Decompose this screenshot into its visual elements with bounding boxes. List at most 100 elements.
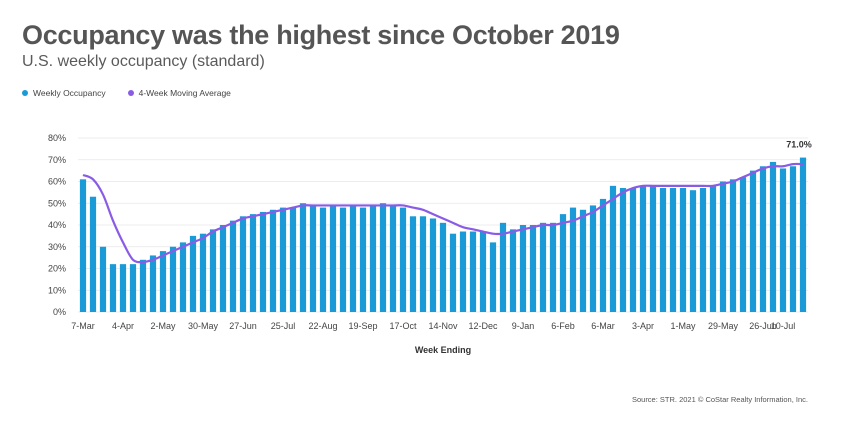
bar bbox=[369, 205, 377, 312]
y-tick-label: 80% bbox=[48, 133, 66, 143]
data-label: 71.0% bbox=[786, 140, 812, 150]
bar bbox=[429, 218, 437, 312]
bar bbox=[699, 188, 707, 312]
x-tick-label: 1-May bbox=[670, 321, 696, 331]
y-tick-label: 30% bbox=[48, 242, 66, 252]
x-tick-label: 27-Jun bbox=[229, 321, 257, 331]
x-tick-label: 26-Jun bbox=[749, 321, 777, 331]
bar bbox=[389, 205, 397, 312]
bar bbox=[189, 235, 197, 312]
bar bbox=[599, 198, 607, 312]
bar bbox=[199, 233, 207, 312]
bar bbox=[769, 161, 777, 312]
bar bbox=[279, 207, 287, 312]
bar bbox=[139, 259, 147, 312]
bar bbox=[579, 209, 587, 312]
bars bbox=[79, 157, 807, 312]
y-tick-label: 10% bbox=[48, 285, 66, 295]
bar bbox=[449, 233, 457, 312]
bar bbox=[269, 209, 277, 312]
bar bbox=[329, 205, 337, 312]
bar bbox=[499, 222, 507, 312]
legend-label-weekly-occupancy: Weekly Occupancy bbox=[33, 88, 106, 98]
bar bbox=[629, 188, 637, 312]
bar bbox=[119, 264, 127, 312]
bar bbox=[789, 166, 797, 312]
x-tick-label: 3-Apr bbox=[632, 321, 654, 331]
bar bbox=[439, 222, 447, 312]
x-axis-ticks: 7-Mar 4-Apr 2-May 30-May 27-Jun 25-Jul 22-Aug 1… bbox=[71, 321, 795, 331]
bar bbox=[149, 255, 157, 312]
legend-item-moving-average: 4-Week Moving Average bbox=[127, 88, 231, 98]
bar bbox=[249, 214, 257, 312]
x-tick-label: 4-Apr bbox=[112, 321, 134, 331]
y-tick-label: 50% bbox=[48, 198, 66, 208]
chart-title: Occupancy was the highest since October … bbox=[22, 20, 620, 50]
bar bbox=[419, 216, 427, 312]
y-axis-ticks: 0% 10% 20% 30% 40% 50% 60% 70% 80% bbox=[48, 133, 66, 317]
y-tick-label: 60% bbox=[48, 177, 66, 187]
bar bbox=[209, 229, 217, 312]
bar bbox=[639, 185, 647, 312]
bar bbox=[749, 170, 757, 312]
bar bbox=[559, 214, 567, 312]
bar bbox=[589, 205, 597, 312]
legend: Weekly Occupancy 4-Week Moving Average bbox=[22, 88, 231, 98]
bar bbox=[619, 188, 627, 312]
bar bbox=[319, 207, 327, 312]
chart-subtitle: U.S. weekly occupancy (standard) bbox=[22, 53, 265, 70]
bar bbox=[519, 225, 527, 312]
data-labels: 71.0% bbox=[786, 140, 812, 150]
bar bbox=[289, 207, 297, 312]
x-tick-label: 25-Jul bbox=[271, 321, 296, 331]
x-tick-label: 7-Mar bbox=[71, 321, 95, 331]
bar bbox=[529, 225, 537, 312]
bar bbox=[709, 185, 717, 312]
x-tick-label: 6-Mar bbox=[591, 321, 615, 331]
x-tick-label: 2-May bbox=[150, 321, 176, 331]
bar bbox=[679, 188, 687, 312]
y-tick-label: 0% bbox=[53, 307, 66, 317]
bar bbox=[759, 166, 767, 312]
bar bbox=[399, 207, 407, 312]
x-tick-label: 22-Aug bbox=[308, 321, 337, 331]
x-tick-label: 14-Nov bbox=[428, 321, 458, 331]
y-tick-label: 70% bbox=[48, 155, 66, 165]
legend-item-weekly-occupancy: Weekly Occupancy bbox=[22, 88, 106, 98]
legend-swatch-line bbox=[127, 90, 134, 96]
source-note: Source: STR. 2021 © CoStar Realty Inform… bbox=[631, 395, 808, 404]
bar bbox=[719, 181, 727, 312]
x-tick-label: 10-Jul bbox=[771, 321, 796, 331]
bar bbox=[379, 203, 387, 312]
bar bbox=[489, 242, 497, 312]
bar bbox=[349, 205, 357, 312]
bar bbox=[469, 231, 477, 312]
bar bbox=[569, 207, 577, 312]
bar bbox=[169, 246, 177, 312]
bar bbox=[79, 179, 87, 312]
x-tick-label: 19-Sep bbox=[348, 321, 377, 331]
y-tick-label: 20% bbox=[48, 264, 66, 274]
bar bbox=[609, 185, 617, 312]
bar bbox=[539, 222, 547, 312]
bar bbox=[799, 157, 807, 312]
bar bbox=[129, 264, 137, 312]
x-tick-label: 12-Dec bbox=[468, 321, 498, 331]
bar bbox=[99, 246, 107, 312]
x-axis-title: Week Ending bbox=[415, 345, 471, 355]
bar bbox=[409, 216, 417, 312]
moving-average-path bbox=[82, 162, 804, 264]
moving-average-line bbox=[82, 162, 804, 264]
bar bbox=[229, 220, 237, 312]
bar bbox=[649, 185, 657, 312]
bar bbox=[179, 242, 187, 312]
bar bbox=[669, 188, 677, 312]
legend-swatch-bar bbox=[22, 90, 28, 96]
bar bbox=[459, 231, 467, 312]
legend-label-moving-average: 4-Week Moving Average bbox=[138, 88, 231, 98]
x-tick-label: 30-May bbox=[188, 321, 219, 331]
bar bbox=[219, 225, 227, 312]
bar bbox=[739, 177, 747, 312]
x-tick-label: 6-Feb bbox=[551, 321, 575, 331]
